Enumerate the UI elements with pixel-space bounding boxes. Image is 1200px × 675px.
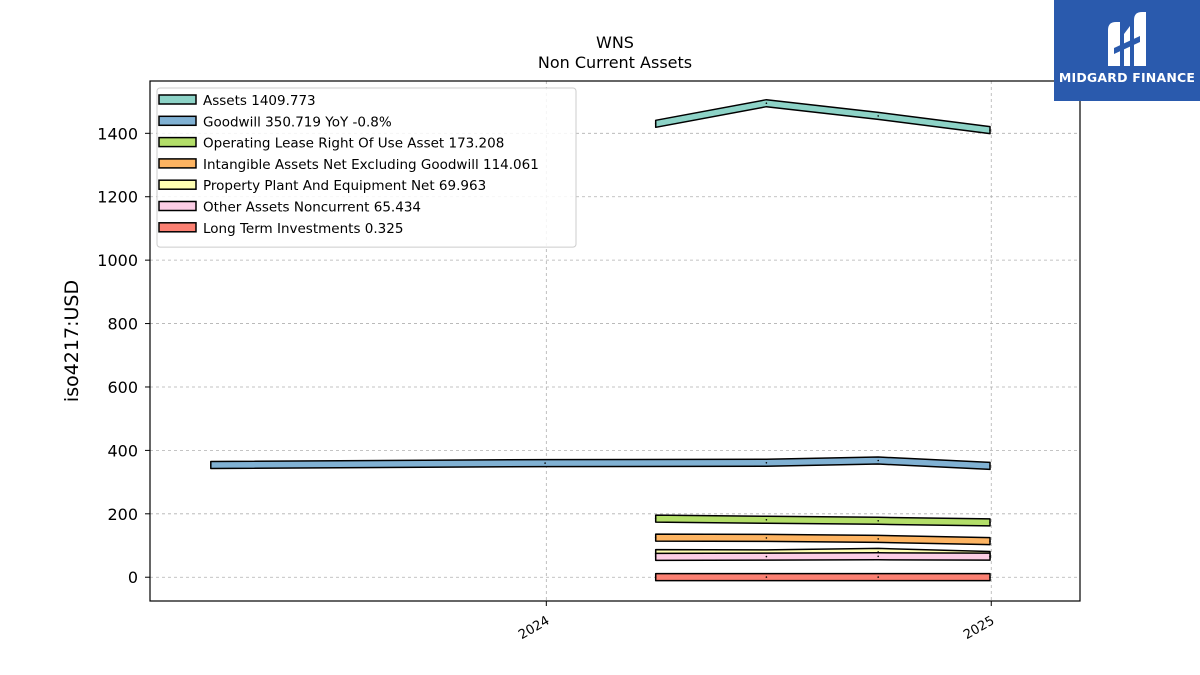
series-band-0 <box>654 98 991 135</box>
legend-label: Operating Lease Right Of Use Asset 173.2… <box>203 136 504 152</box>
series-band-5 <box>654 552 991 562</box>
legend-label: Other Assets Noncurrent 65.434 <box>203 200 421 216</box>
data-point <box>765 576 768 578</box>
data-point <box>877 555 879 558</box>
legend-label: Intangible Assets Net Excluding Goodwill… <box>203 157 539 173</box>
data-point <box>654 517 657 520</box>
data-point <box>877 576 879 578</box>
data-point <box>989 576 991 578</box>
data-point <box>654 123 657 125</box>
y-tick-label: 800 <box>107 315 138 334</box>
data-point <box>989 555 991 558</box>
legend-swatch <box>158 222 197 233</box>
legend-swatch <box>158 200 197 212</box>
y-tick-label: 600 <box>107 378 138 397</box>
x-tick-label: 2025 <box>961 613 997 643</box>
y-tick-label: 400 <box>107 441 138 460</box>
data-point <box>877 520 879 522</box>
data-point <box>989 540 991 542</box>
data-point <box>544 462 546 464</box>
plot-frame <box>149 80 1081 602</box>
data-point <box>877 459 879 462</box>
legend-swatch <box>158 136 197 148</box>
x-tick-label: 2024 <box>516 613 552 643</box>
legend-label: Long Term Investments 0.325 <box>203 221 403 237</box>
legend: Assets 1409.773 Goodwill 350.719 YoY -0.8… <box>156 87 577 248</box>
data-point <box>654 536 657 539</box>
legend-swatch <box>158 94 197 105</box>
y-tick-label: 0 <box>128 568 138 587</box>
y-tick-label: 200 <box>107 505 138 524</box>
legend-label: Goodwill 350.719 YoY -0.8% <box>203 114 392 130</box>
legend-swatch <box>158 158 197 169</box>
data-point <box>877 115 879 117</box>
legend-swatch <box>158 115 197 127</box>
data-point <box>989 465 991 467</box>
y-tick-label: 1200 <box>97 188 138 207</box>
y-axis-label: iso4217:USD <box>61 280 83 402</box>
data-point <box>654 556 657 558</box>
data-point <box>989 521 991 524</box>
y-tick-label: 1400 <box>97 124 138 143</box>
data-point <box>989 129 991 131</box>
data-point <box>765 555 768 558</box>
series-layer <box>210 98 991 582</box>
data-point <box>877 538 879 540</box>
brand-name: MIDGARD FINANCE <box>1058 70 1196 85</box>
legend-label: Assets 1409.773 <box>203 93 316 109</box>
data-point <box>765 537 768 539</box>
chart-subtitle: Non Current Assets <box>538 53 692 72</box>
series-band-1 <box>210 456 991 471</box>
y-axis: 0 200 400 600 800 1000 1200 1400 <box>97 124 150 587</box>
series-band-6 <box>654 572 991 582</box>
chart-title: WNS <box>596 33 634 52</box>
legend-label: Property Plant And Equipment Net 69.963 <box>203 178 486 194</box>
series-band-3 <box>654 533 991 546</box>
data-point <box>654 576 657 578</box>
data-point <box>765 102 768 104</box>
x-axis: 2024 2025 <box>516 601 997 643</box>
brand-logo: MIDGARD FINANCE <box>1054 0 1200 101</box>
data-point <box>765 462 768 464</box>
series-band-2 <box>654 514 991 527</box>
midgard-logo-icon <box>1108 12 1146 66</box>
data-point <box>765 519 768 521</box>
legend-swatch <box>158 179 197 190</box>
data-point <box>210 464 212 466</box>
legend-box <box>156 87 577 248</box>
y-tick-label: 1000 <box>97 251 138 270</box>
